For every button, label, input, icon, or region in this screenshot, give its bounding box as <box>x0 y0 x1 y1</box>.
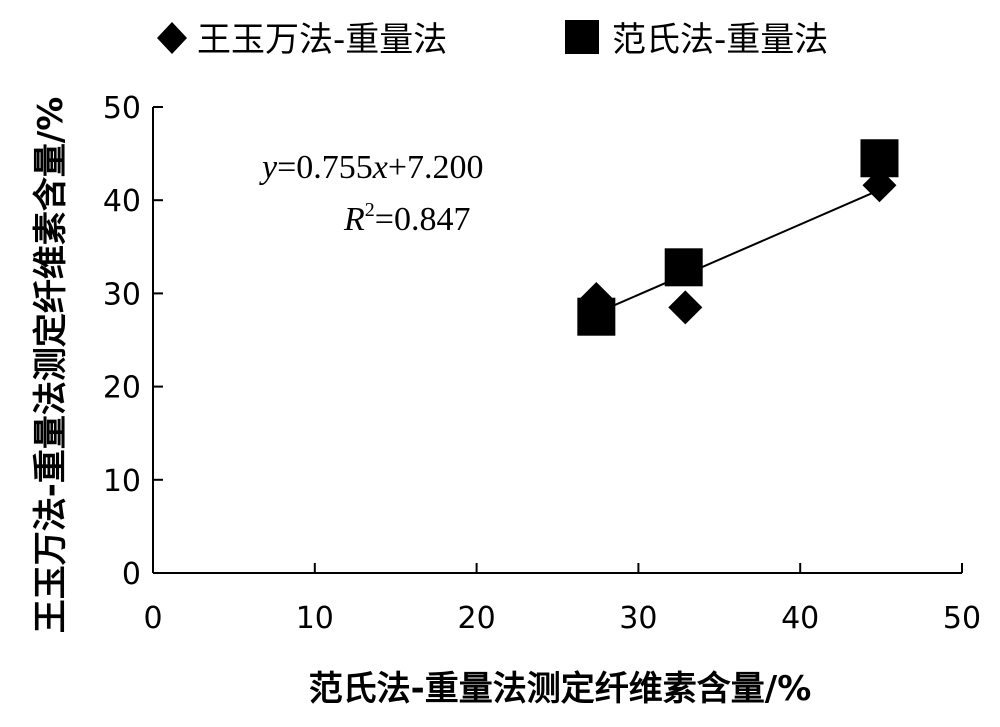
legend-item-series-2: 范氏法-重量法 <box>565 20 828 60</box>
x-tick-label: 20 <box>458 601 496 636</box>
axes: 0 10 20 30 40 50 0 10 20 30 40 50 <box>103 91 981 636</box>
y-tick-label: 30 <box>103 277 141 312</box>
x-tick-label: 50 <box>943 601 981 636</box>
r-squared: R2=0.847 <box>343 199 470 238</box>
y-axis-title: 王玉万法-重量法测定纤维素含量/% <box>31 97 71 634</box>
legend-label-series-2: 范氏法-重量法 <box>612 20 828 60</box>
y-tick-label: 40 <box>103 184 141 219</box>
x-tick-label: 10 <box>296 601 334 636</box>
y-ticks: 0 10 20 30 40 50 <box>103 91 163 592</box>
y-tick-label: 50 <box>103 91 141 126</box>
diamond-point-1 <box>668 290 703 325</box>
r-value: =0.847 <box>375 201 471 238</box>
data-points <box>577 139 899 336</box>
regression-annotation: y=0.755x+7.200 R2=0.847 <box>259 149 484 238</box>
regression-equation: y=0.755x+7.200 <box>259 149 484 186</box>
square-point-1 <box>664 248 703 287</box>
r-symbol: R <box>343 201 365 238</box>
legend-item-series-1: 王玉万法-重量法 <box>157 20 447 60</box>
eq-intercept: +7.200 <box>388 149 484 186</box>
legend-square-marker <box>565 20 599 54</box>
y-tick-label: 20 <box>103 371 141 406</box>
trendline <box>595 189 880 315</box>
legend-diamond-marker <box>157 22 187 54</box>
x-axis-title: 范氏法-重量法测定纤维素含量/% <box>309 669 812 709</box>
x-ticks: 0 10 20 30 40 50 <box>143 563 981 636</box>
eq-x-symbol: x <box>372 149 388 186</box>
x-tick-label: 30 <box>619 601 657 636</box>
square-point-2 <box>860 139 899 178</box>
eq-coef: =0.755 <box>277 149 373 186</box>
y-tick-label: 0 <box>122 557 141 592</box>
x-tick-label: 40 <box>781 601 819 636</box>
legend-label-series-1: 王玉万法-重量法 <box>197 20 447 60</box>
r-exponent: 2 <box>365 199 375 221</box>
legend: 王玉万法-重量法 范氏法-重量法 <box>157 20 828 60</box>
eq-y-symbol: y <box>259 149 278 186</box>
square-point-0 <box>577 297 616 336</box>
y-tick-label: 10 <box>103 464 141 499</box>
x-tick-label: 0 <box>143 601 162 636</box>
